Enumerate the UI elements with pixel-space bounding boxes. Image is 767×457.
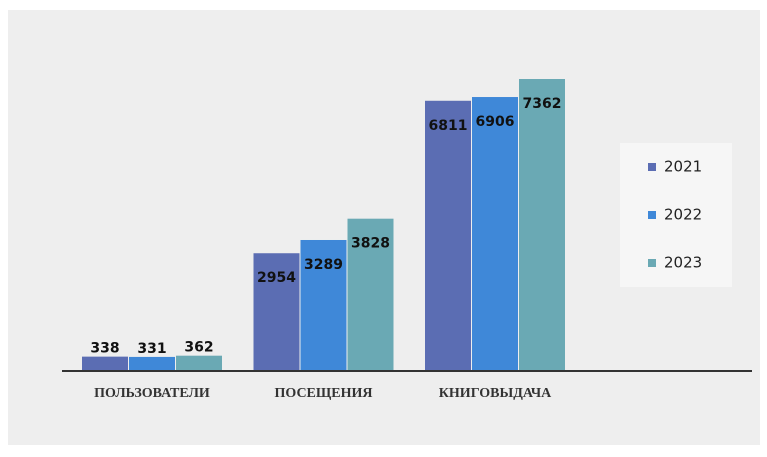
bar bbox=[425, 100, 471, 370]
legend-label: 2021 bbox=[664, 158, 702, 176]
data-label: 2954 bbox=[257, 270, 296, 286]
data-label: 338 bbox=[90, 341, 119, 357]
data-label: 362 bbox=[184, 340, 213, 356]
legend-swatch bbox=[648, 163, 656, 171]
legend-label: 2022 bbox=[664, 206, 702, 224]
data-label: 331 bbox=[137, 341, 166, 357]
x-tick-label: ПОСЕЩЕНИЯ bbox=[275, 386, 373, 401]
bar bbox=[176, 355, 222, 370]
bar bbox=[472, 97, 518, 371]
x-tick-label: ПОЛЬЗОВАТЕЛИ bbox=[94, 386, 210, 401]
data-label: 6906 bbox=[476, 114, 515, 130]
bar bbox=[253, 253, 300, 370]
bar bbox=[519, 79, 565, 370]
x-tick-label: КНИГОВЫДАЧА bbox=[439, 386, 552, 401]
legend-swatch bbox=[648, 259, 656, 267]
data-label: 3289 bbox=[304, 257, 343, 273]
legend-label: 2023 bbox=[664, 254, 702, 272]
bar bbox=[129, 356, 175, 370]
bar bbox=[347, 218, 394, 370]
bar bbox=[82, 356, 128, 370]
bar bbox=[300, 239, 347, 370]
data-label: 7362 bbox=[523, 96, 562, 112]
legend-swatch bbox=[648, 211, 656, 219]
data-label: 3828 bbox=[351, 236, 390, 252]
legend-box bbox=[620, 143, 732, 287]
data-label: 6811 bbox=[429, 118, 468, 134]
